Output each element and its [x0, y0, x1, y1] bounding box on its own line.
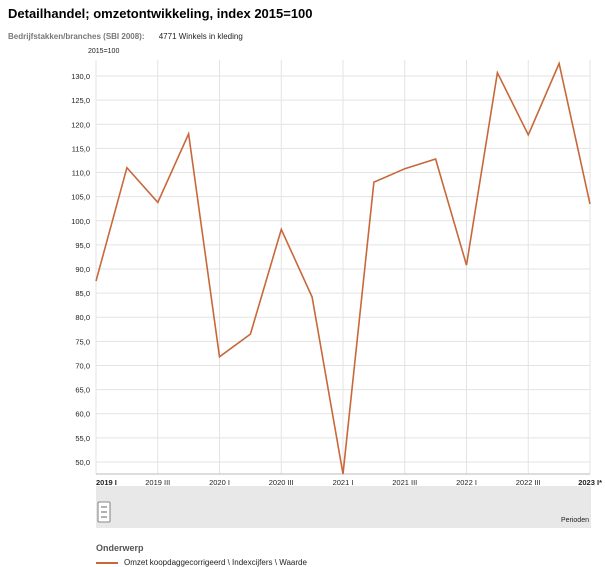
- legend-item-label: Omzet koopdaggecorrigeerd \ Indexcijfers…: [124, 558, 307, 567]
- data-point[interactable]: [93, 278, 99, 284]
- gridlines: [95, 60, 591, 474]
- y-axis: 50,0 55,0 60,0 65,0 70,0 75,0 80,0 85,0 90,0 95,0…: [71, 72, 90, 467]
- x-tick-label: 2021 I: [333, 478, 354, 487]
- x-tick-label: 2019 I: [96, 478, 117, 487]
- y-tick-label: 70,0: [75, 361, 90, 370]
- y-tick-label: 120,0: [71, 120, 90, 129]
- y-tick-label: 130,0: [71, 72, 90, 81]
- filter-value[interactable]: 4771 Winkels in kleding: [158, 32, 243, 41]
- y-tick-label: 105,0: [71, 193, 90, 202]
- data-point[interactable]: [247, 331, 253, 337]
- data-point[interactable]: [309, 294, 315, 300]
- x-tick-label: 2022 I: [456, 478, 477, 487]
- data-point[interactable]: [155, 199, 161, 205]
- x-tick-label: 2021 III: [392, 478, 417, 487]
- data-point[interactable]: [217, 354, 223, 360]
- series-line: [95, 60, 591, 475]
- period-icon[interactable]: [97, 501, 111, 523]
- data-point[interactable]: [186, 131, 192, 137]
- x-tick-label: 2019 III: [145, 478, 170, 487]
- data-point[interactable]: [278, 226, 284, 232]
- x-tick-label: 2020 I: [209, 478, 230, 487]
- data-point[interactable]: [464, 262, 470, 268]
- data-point[interactable]: [587, 201, 593, 207]
- y-tick-label: 55,0: [75, 434, 90, 443]
- data-point[interactable]: [525, 132, 531, 138]
- y-tick-label: 50,0: [75, 458, 90, 467]
- data-point[interactable]: [402, 166, 408, 172]
- legend-item[interactable]: Omzet koopdaggecorrigeerd \ Indexcijfers…: [96, 558, 307, 567]
- legend-title: Onderwerp: [96, 543, 144, 553]
- y-tick-label: 100,0: [71, 217, 90, 226]
- y-tick-label: 110,0: [72, 169, 90, 178]
- chart-title: Detailhandel; omzetontwikkeling, index 2…: [8, 6, 313, 21]
- y-tick-label: 60,0: [75, 410, 90, 419]
- x-axis: 2019 I 2019 III 2020 I 2020 III 2021 I 2021 I…: [96, 473, 602, 487]
- data-point[interactable]: [340, 471, 346, 477]
- x-tick-label: 2023 I*: [578, 478, 602, 487]
- y-tick-label: 80,0: [75, 313, 90, 322]
- y-tick-label: 85,0: [75, 289, 90, 298]
- x-tick-label: 2020 III: [269, 478, 294, 487]
- x-axis-label: Perioden: [561, 517, 589, 524]
- data-point[interactable]: [371, 179, 377, 185]
- filter-label: Bedrijfstakken/branches (SBI 2008):: [8, 32, 145, 41]
- period-band: [96, 486, 591, 528]
- data-point[interactable]: [124, 165, 130, 171]
- y-tick-label: 90,0: [75, 265, 90, 274]
- line-chart: 50,0 55,0 60,0 65,0 70,0 75,0 80,0 85,0 90,0 95,0…: [71, 48, 602, 528]
- data-point[interactable]: [494, 70, 500, 76]
- y-tick-label: 65,0: [75, 386, 90, 395]
- data-point[interactable]: [556, 61, 562, 67]
- x-tick-label: 2022 III: [516, 478, 541, 487]
- data-point[interactable]: [433, 156, 439, 162]
- y-tick-label: 95,0: [75, 241, 90, 250]
- y-axis-label: 2015=100: [88, 48, 119, 55]
- filter-row: Bedrijfstakken/branches (SBI 2008): 4771…: [8, 32, 243, 41]
- y-tick-label: 115,0: [72, 144, 90, 153]
- legend-swatch: [96, 561, 118, 564]
- y-tick-label: 125,0: [71, 96, 90, 105]
- y-tick-label: 75,0: [75, 337, 90, 346]
